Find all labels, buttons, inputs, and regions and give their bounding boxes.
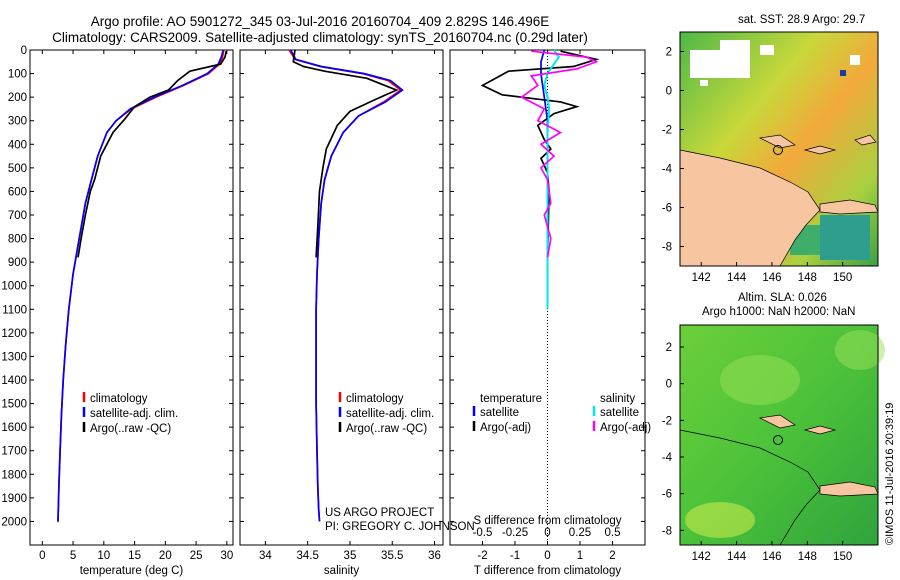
series-line-climatology bbox=[57, 49, 225, 523]
legend-label: Argo(..raw -QC) bbox=[90, 423, 171, 435]
x-tick-label: 36 bbox=[428, 550, 441, 562]
series-line-temperature-argo-adj- bbox=[480, 50, 600, 258]
legend-label: climatology bbox=[346, 393, 404, 405]
depth-tick-label: 400 bbox=[8, 139, 27, 151]
x-tick-label: 0 bbox=[544, 550, 550, 562]
chart-title-line1: Argo profile: AO 5901272_345 03-Jul-2016… bbox=[90, 14, 550, 29]
depth-tick-label: 1400 bbox=[1, 375, 27, 387]
project-label: US ARGO PROJECT bbox=[325, 507, 434, 519]
x-tick-label: 20 bbox=[159, 550, 172, 562]
x-axis-label: T difference from climatology bbox=[474, 565, 621, 577]
temperature-plot-frame bbox=[29, 49, 234, 546]
depth-tick-label: 1000 bbox=[1, 281, 27, 293]
legend-temperature-heading: temperature bbox=[480, 393, 542, 405]
series-line-argo-raw-qc- bbox=[77, 51, 228, 258]
x-tick-label: 0 bbox=[39, 550, 45, 562]
series-line-salinity-argo-adj- bbox=[519, 50, 599, 258]
top-tick-label: -0.5 bbox=[473, 527, 493, 539]
depth-tick-label: 1100 bbox=[2, 304, 27, 316]
legend-label: Argo(..raw -QC) bbox=[346, 423, 427, 435]
x-axis-label: salinity bbox=[324, 565, 359, 577]
depth-tick-label: 1900 bbox=[1, 493, 27, 505]
depth-tick-label: 100 bbox=[8, 69, 27, 81]
depth-tick-label: 800 bbox=[8, 234, 27, 246]
salinity-plot-frame bbox=[239, 49, 444, 546]
depth-tick-label: 1600 bbox=[1, 422, 27, 434]
top-tick-label: 0.5 bbox=[605, 527, 621, 539]
x-axis-label-top: S difference from climatology bbox=[473, 515, 621, 527]
legend-label: satellite bbox=[480, 407, 519, 419]
x-tick-label: 2 bbox=[609, 550, 615, 562]
difference-panel: -2 -1 0 1 2 T difference from climatology S di… bbox=[449, 49, 651, 577]
depth-tick-label: 300 bbox=[8, 116, 27, 128]
depth-tick-label: 1800 bbox=[1, 469, 27, 481]
x-tick-label: 35.5 bbox=[381, 550, 403, 562]
x-axis-label: temperature (deg C) bbox=[80, 565, 184, 577]
series-line-argo-raw-qc- bbox=[292, 49, 399, 258]
x-tick-label: 10 bbox=[97, 550, 110, 562]
x-tick-label: 30 bbox=[220, 550, 233, 562]
legend-label: satellite-adj. clim. bbox=[346, 408, 434, 420]
depth-tick-label: 0 bbox=[21, 45, 27, 57]
x-tick-label: 25 bbox=[190, 550, 203, 562]
x-tick-label: 34.5 bbox=[296, 550, 318, 562]
series-line-satellite-adj-clim- bbox=[57, 49, 225, 522]
legend-label: satellite bbox=[600, 407, 639, 419]
x-tick-label: 15 bbox=[128, 550, 141, 562]
sla-map-title-line2: Argo h1000: NaN h2000: NaN bbox=[702, 306, 856, 318]
salinity-panel: 34 34.5 35 35.5 36 salinity climatology satelli… bbox=[239, 49, 475, 577]
legend-label: satellite-adj. clim. bbox=[90, 408, 178, 420]
x-tick-label: 5 bbox=[70, 550, 76, 562]
depth-tick-label: 500 bbox=[8, 163, 27, 175]
depth-tick-label: 1300 bbox=[1, 351, 27, 363]
credit-text: ©IMOS 11-Jul-2016 20:39:19 bbox=[884, 402, 896, 545]
legend-label: climatology bbox=[90, 393, 148, 405]
legend-label: Argo(-adj) bbox=[600, 422, 651, 434]
depth-tick-label: 200 bbox=[8, 92, 27, 104]
depth-tick-label: 600 bbox=[8, 186, 27, 198]
legend-salinity-heading: salinity bbox=[600, 393, 635, 405]
series-line-salinity-satellite bbox=[543, 49, 561, 310]
sst-map-title: sat. SST: 28.9 Argo: 29.7 bbox=[738, 14, 866, 26]
sla-map-title-line1: Altim. SLA: 0.026 bbox=[738, 292, 827, 304]
x-tick-label: -2 bbox=[477, 550, 487, 562]
depth-tick-label: 2000 bbox=[1, 516, 27, 528]
x-tick-label: 35 bbox=[344, 550, 357, 562]
x-tick-label: 1 bbox=[577, 550, 583, 562]
series-line-satellite-adj-clim- bbox=[289, 49, 404, 522]
depth-tick-label: 1700 bbox=[1, 446, 27, 458]
series-line-climatology bbox=[288, 49, 403, 522]
x-tick-label: -1 bbox=[510, 550, 520, 562]
pi-label: PI: GREGORY C. JOHNSON bbox=[325, 521, 475, 533]
legend-label: Argo(-adj) bbox=[480, 422, 531, 434]
depth-tick-label: 900 bbox=[8, 257, 27, 269]
depth-tick-label: 700 bbox=[8, 210, 27, 222]
temperature-panel: 0 5 10 15 20 25 30 temperature (deg C) climatolo… bbox=[29, 49, 234, 577]
depth-tick-label: 1500 bbox=[1, 399, 27, 411]
top-tick-label: 0 bbox=[544, 527, 550, 539]
top-tick-label: -0.25 bbox=[502, 527, 528, 539]
top-tick-label: 0.25 bbox=[569, 527, 591, 539]
depth-tick-label: 1200 bbox=[1, 328, 27, 340]
chart-title-line2: Climatology: CARS2009. Satellite-adjuste… bbox=[52, 30, 588, 45]
x-tick-label: 34 bbox=[259, 550, 272, 562]
